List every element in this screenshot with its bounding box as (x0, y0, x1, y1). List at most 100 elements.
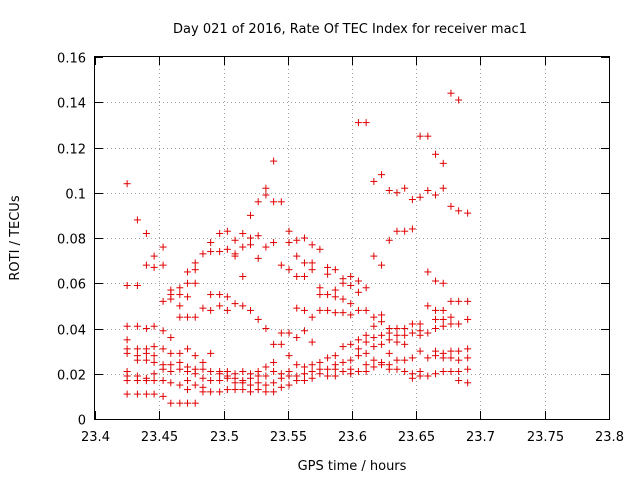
data-point (150, 252, 158, 260)
data-point (207, 349, 215, 357)
data-point (262, 388, 270, 396)
data-point (262, 363, 270, 371)
data-point (184, 386, 192, 394)
data-point (447, 202, 455, 210)
data-point (184, 268, 192, 276)
data-point (408, 374, 416, 382)
data-point (262, 325, 270, 332)
data-point (150, 370, 158, 378)
data-point (246, 388, 254, 396)
data-point (191, 259, 199, 267)
data-point (393, 325, 401, 332)
data-point (176, 365, 184, 373)
data-point (447, 347, 455, 355)
data-point (270, 367, 278, 375)
data-point (378, 340, 386, 348)
data-point (142, 377, 150, 385)
data-point (455, 96, 463, 104)
data-point (150, 390, 158, 398)
y-tick-label: 0.02 (57, 369, 86, 384)
data-point (378, 261, 386, 269)
data-point (439, 315, 447, 323)
data-point (439, 279, 447, 287)
data-point (293, 361, 301, 369)
data-point (300, 272, 308, 280)
data-point (308, 259, 316, 267)
data-point (401, 184, 409, 192)
data-point (277, 261, 285, 269)
data-point (159, 261, 167, 269)
data-point (347, 272, 355, 280)
data-point (199, 250, 207, 258)
data-point (254, 386, 262, 394)
data-point (401, 367, 409, 375)
y-tick-label: 0.12 (57, 143, 86, 158)
x-tick-label: 23.4 (81, 430, 110, 445)
data-point (167, 367, 175, 375)
data-point (123, 336, 131, 344)
data-point (277, 383, 285, 391)
data-point (424, 372, 432, 380)
data-point (362, 119, 370, 127)
y-tick-label: 0.14 (57, 97, 86, 112)
data-point (447, 313, 455, 321)
data-point (262, 381, 270, 389)
data-point (239, 379, 247, 387)
data-point (393, 356, 401, 364)
data-point (424, 302, 432, 310)
data-point (439, 367, 447, 375)
data-point (270, 358, 278, 366)
data-point (262, 372, 270, 380)
data-point (362, 306, 370, 314)
data-point (176, 313, 184, 321)
data-point (199, 388, 207, 396)
y-tick-label: 0.06 (57, 278, 86, 293)
data-point (300, 234, 308, 242)
x-tick-label: 23.45 (141, 430, 178, 445)
data-point (316, 291, 324, 299)
data-point (378, 311, 386, 319)
data-point (401, 227, 409, 235)
data-point (293, 252, 301, 260)
data-point (455, 320, 463, 328)
plot-frame (94, 56, 610, 420)
y-axis-label: ROTI / TECUs (8, 195, 23, 280)
data-point (354, 367, 362, 375)
data-point (300, 370, 308, 378)
data-point (347, 300, 355, 308)
data-point (439, 184, 447, 192)
data-point (362, 331, 370, 339)
data-point (347, 282, 355, 290)
data-point (277, 198, 285, 206)
data-point (142, 349, 150, 357)
data-point (354, 352, 362, 360)
data-point (308, 313, 316, 321)
data-point (150, 343, 158, 351)
data-point (133, 356, 141, 364)
data-point (239, 272, 247, 280)
data-point (142, 325, 150, 332)
data-point (231, 236, 239, 244)
data-point (308, 374, 316, 382)
data-point (270, 239, 278, 247)
data-point (362, 349, 370, 357)
data-point (401, 356, 409, 364)
data-point (184, 279, 192, 287)
data-point (207, 306, 215, 314)
data-point (416, 331, 424, 339)
data-point (331, 309, 339, 317)
data-point (191, 279, 199, 287)
data-point (424, 132, 432, 140)
data-point (262, 243, 270, 251)
data-point (223, 306, 231, 314)
data-point (133, 390, 141, 398)
data-point (339, 367, 347, 375)
data-point (133, 282, 141, 290)
data-point (270, 157, 278, 165)
data-point (464, 365, 472, 373)
data-point (159, 243, 167, 251)
data-point (370, 334, 378, 342)
data-point (362, 284, 370, 292)
data-point (191, 352, 199, 360)
